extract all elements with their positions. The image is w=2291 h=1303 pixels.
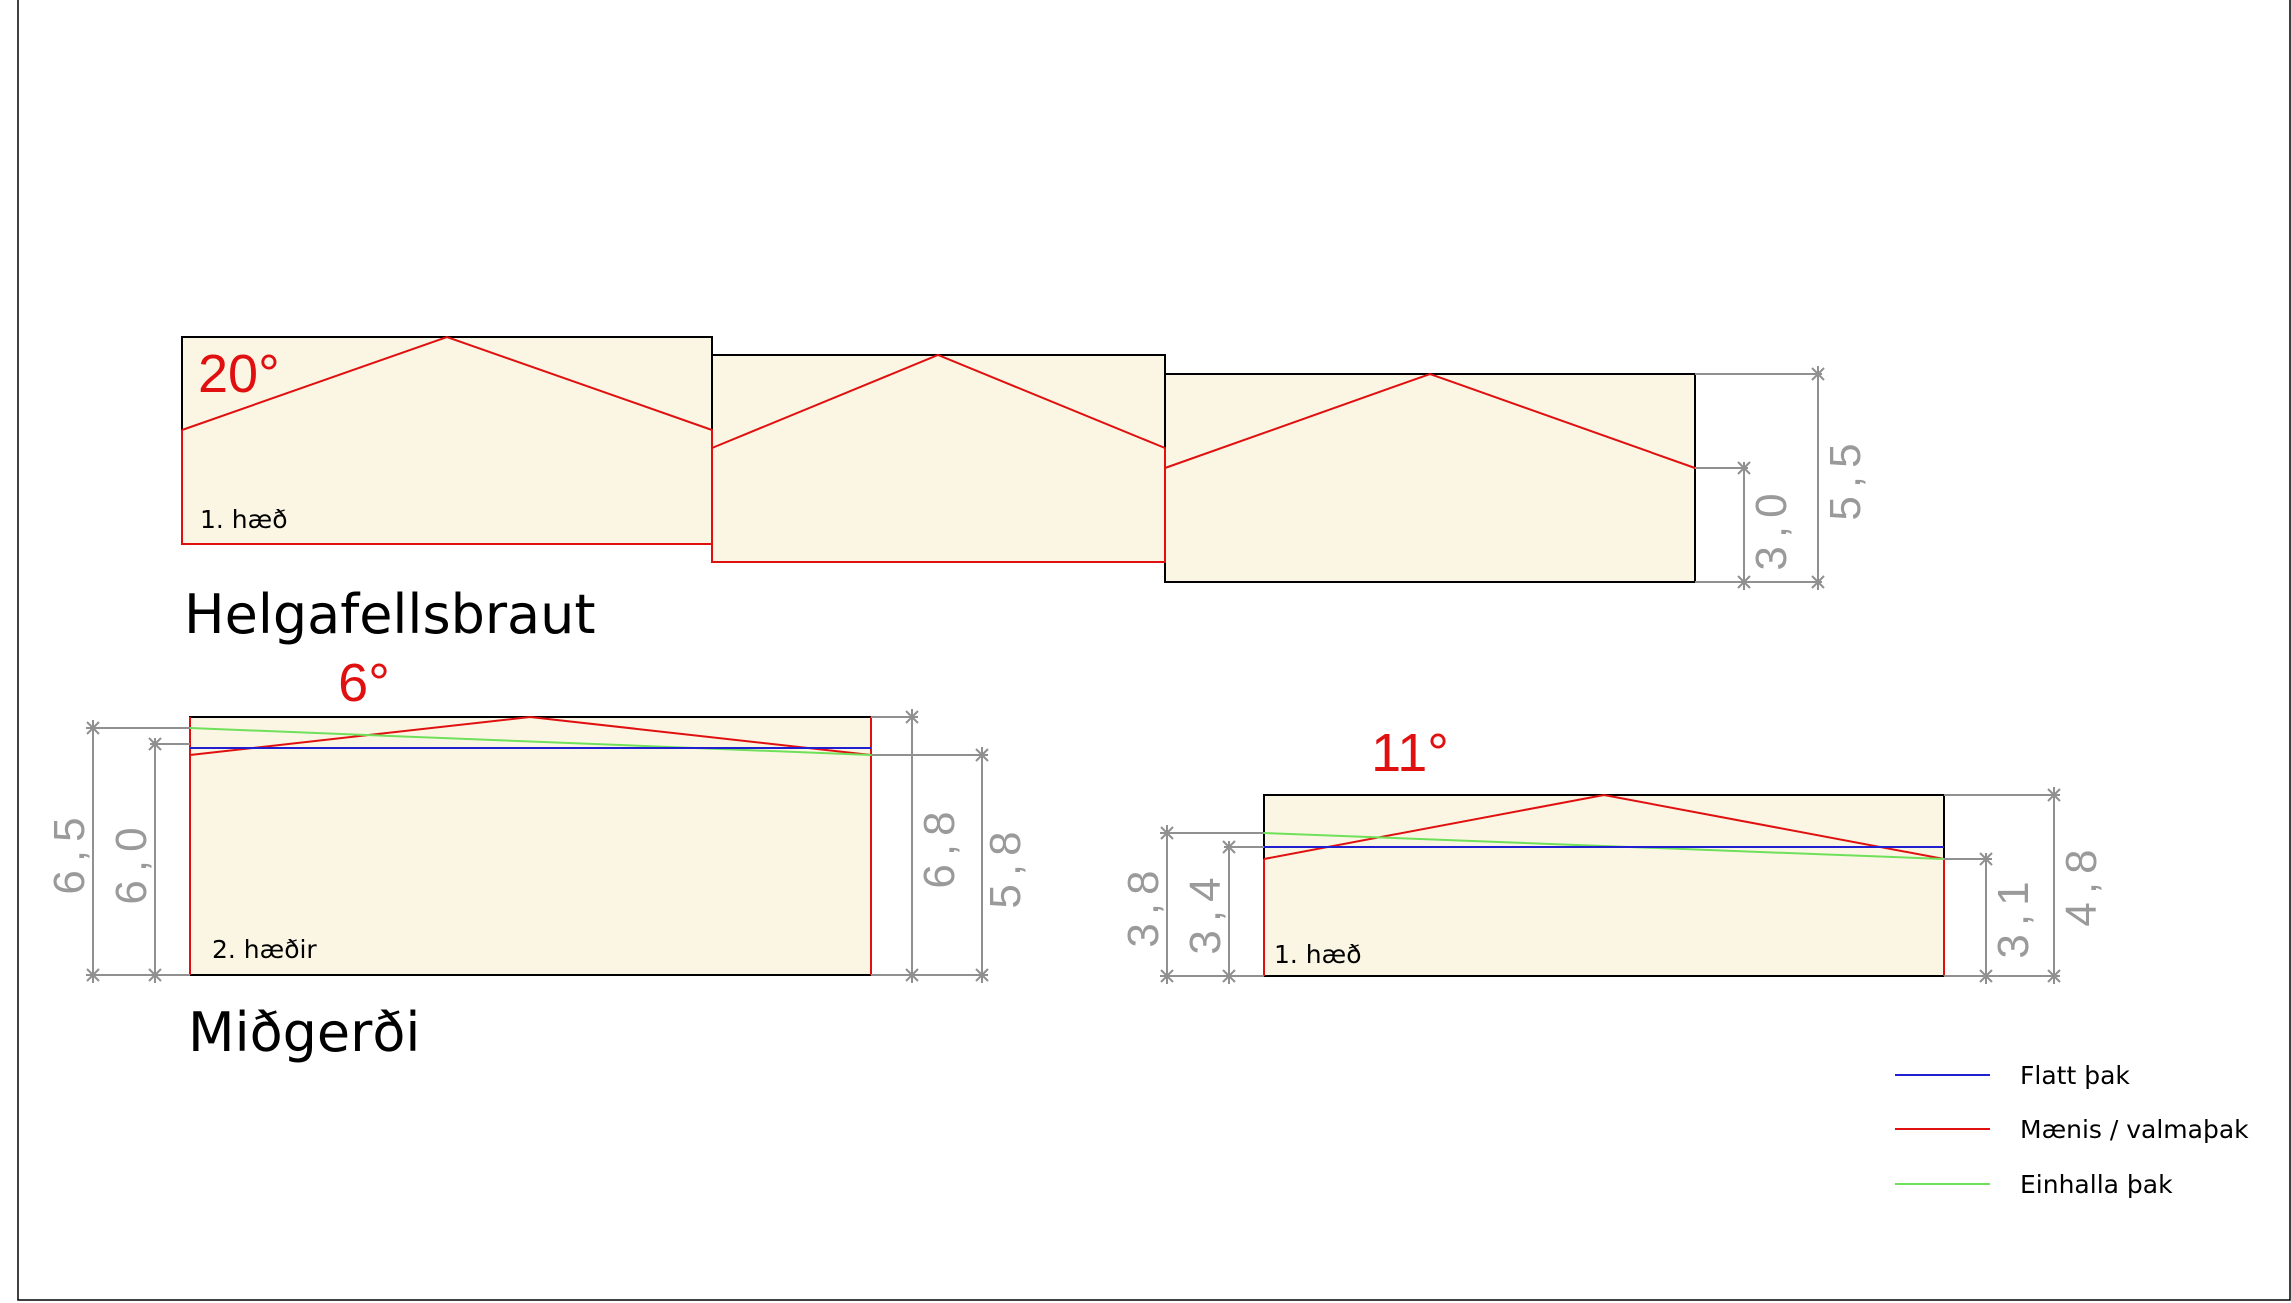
- building-block-3: [1164, 373, 1696, 583]
- building-block-1: [181, 336, 713, 545]
- legend-label: Mænis / valmaþak: [2020, 1115, 2249, 1144]
- roof-angle-label: 6°: [338, 653, 390, 713]
- dimension-label: 3,1: [1989, 873, 2038, 958]
- dimension-label: 3,4: [1181, 869, 1230, 954]
- roof-angle-label: 11°: [1371, 723, 1449, 783]
- shed-roof-line: [189, 727, 872, 756]
- floor-label: 1. hæð: [1274, 940, 1362, 969]
- dimension-label: 3,0: [1747, 485, 1796, 570]
- drawing-frame: [17, 0, 2291, 1301]
- dimension-label: 5,8: [981, 823, 1030, 908]
- building-block-2: [711, 354, 1166, 563]
- gable-roof-line: [189, 715, 872, 756]
- legend-label: Flatt þak: [2020, 1061, 2130, 1090]
- gable-roof-outline-2: [711, 353, 1166, 563]
- gable-roof-outline-3: [1164, 372, 1696, 469]
- dimension-label: 4,8: [2057, 841, 2106, 926]
- dimension-label: 6,5: [45, 809, 94, 894]
- street-name: Helgafellsbraut: [184, 583, 596, 646]
- legend: Flatt þak Mænis / valmaþak Einhalla þak: [1895, 1061, 2249, 1199]
- building-block: [189, 716, 872, 976]
- building-block: [1263, 794, 1945, 977]
- dimension-label: 5,5: [1821, 435, 1870, 520]
- floor-label: 1. hæð: [200, 505, 288, 534]
- dimension-label: 6,0: [107, 819, 156, 904]
- helgafellsbraut-elevation: 3,0 5,5 20° 1. hæð Helgafellsbraut: [181, 335, 1870, 646]
- legend-label: Einhalla þak: [2020, 1170, 2173, 1199]
- third-elevation: 3,8 3,4 3,1 4,8 11° 1. hæð: [1119, 723, 2106, 984]
- street-name: Miðgerði: [188, 1001, 420, 1064]
- dimension-label: 6,8: [915, 803, 964, 888]
- dimension-label: 3,8: [1119, 862, 1168, 947]
- midgerdi-elevation: 6,5 6,0 6,8 5,8 6° 2. hæðir Miðgerði: [45, 653, 1030, 1064]
- floor-label: 2. hæðir: [212, 935, 317, 964]
- roof-angle-label: 20°: [198, 344, 280, 404]
